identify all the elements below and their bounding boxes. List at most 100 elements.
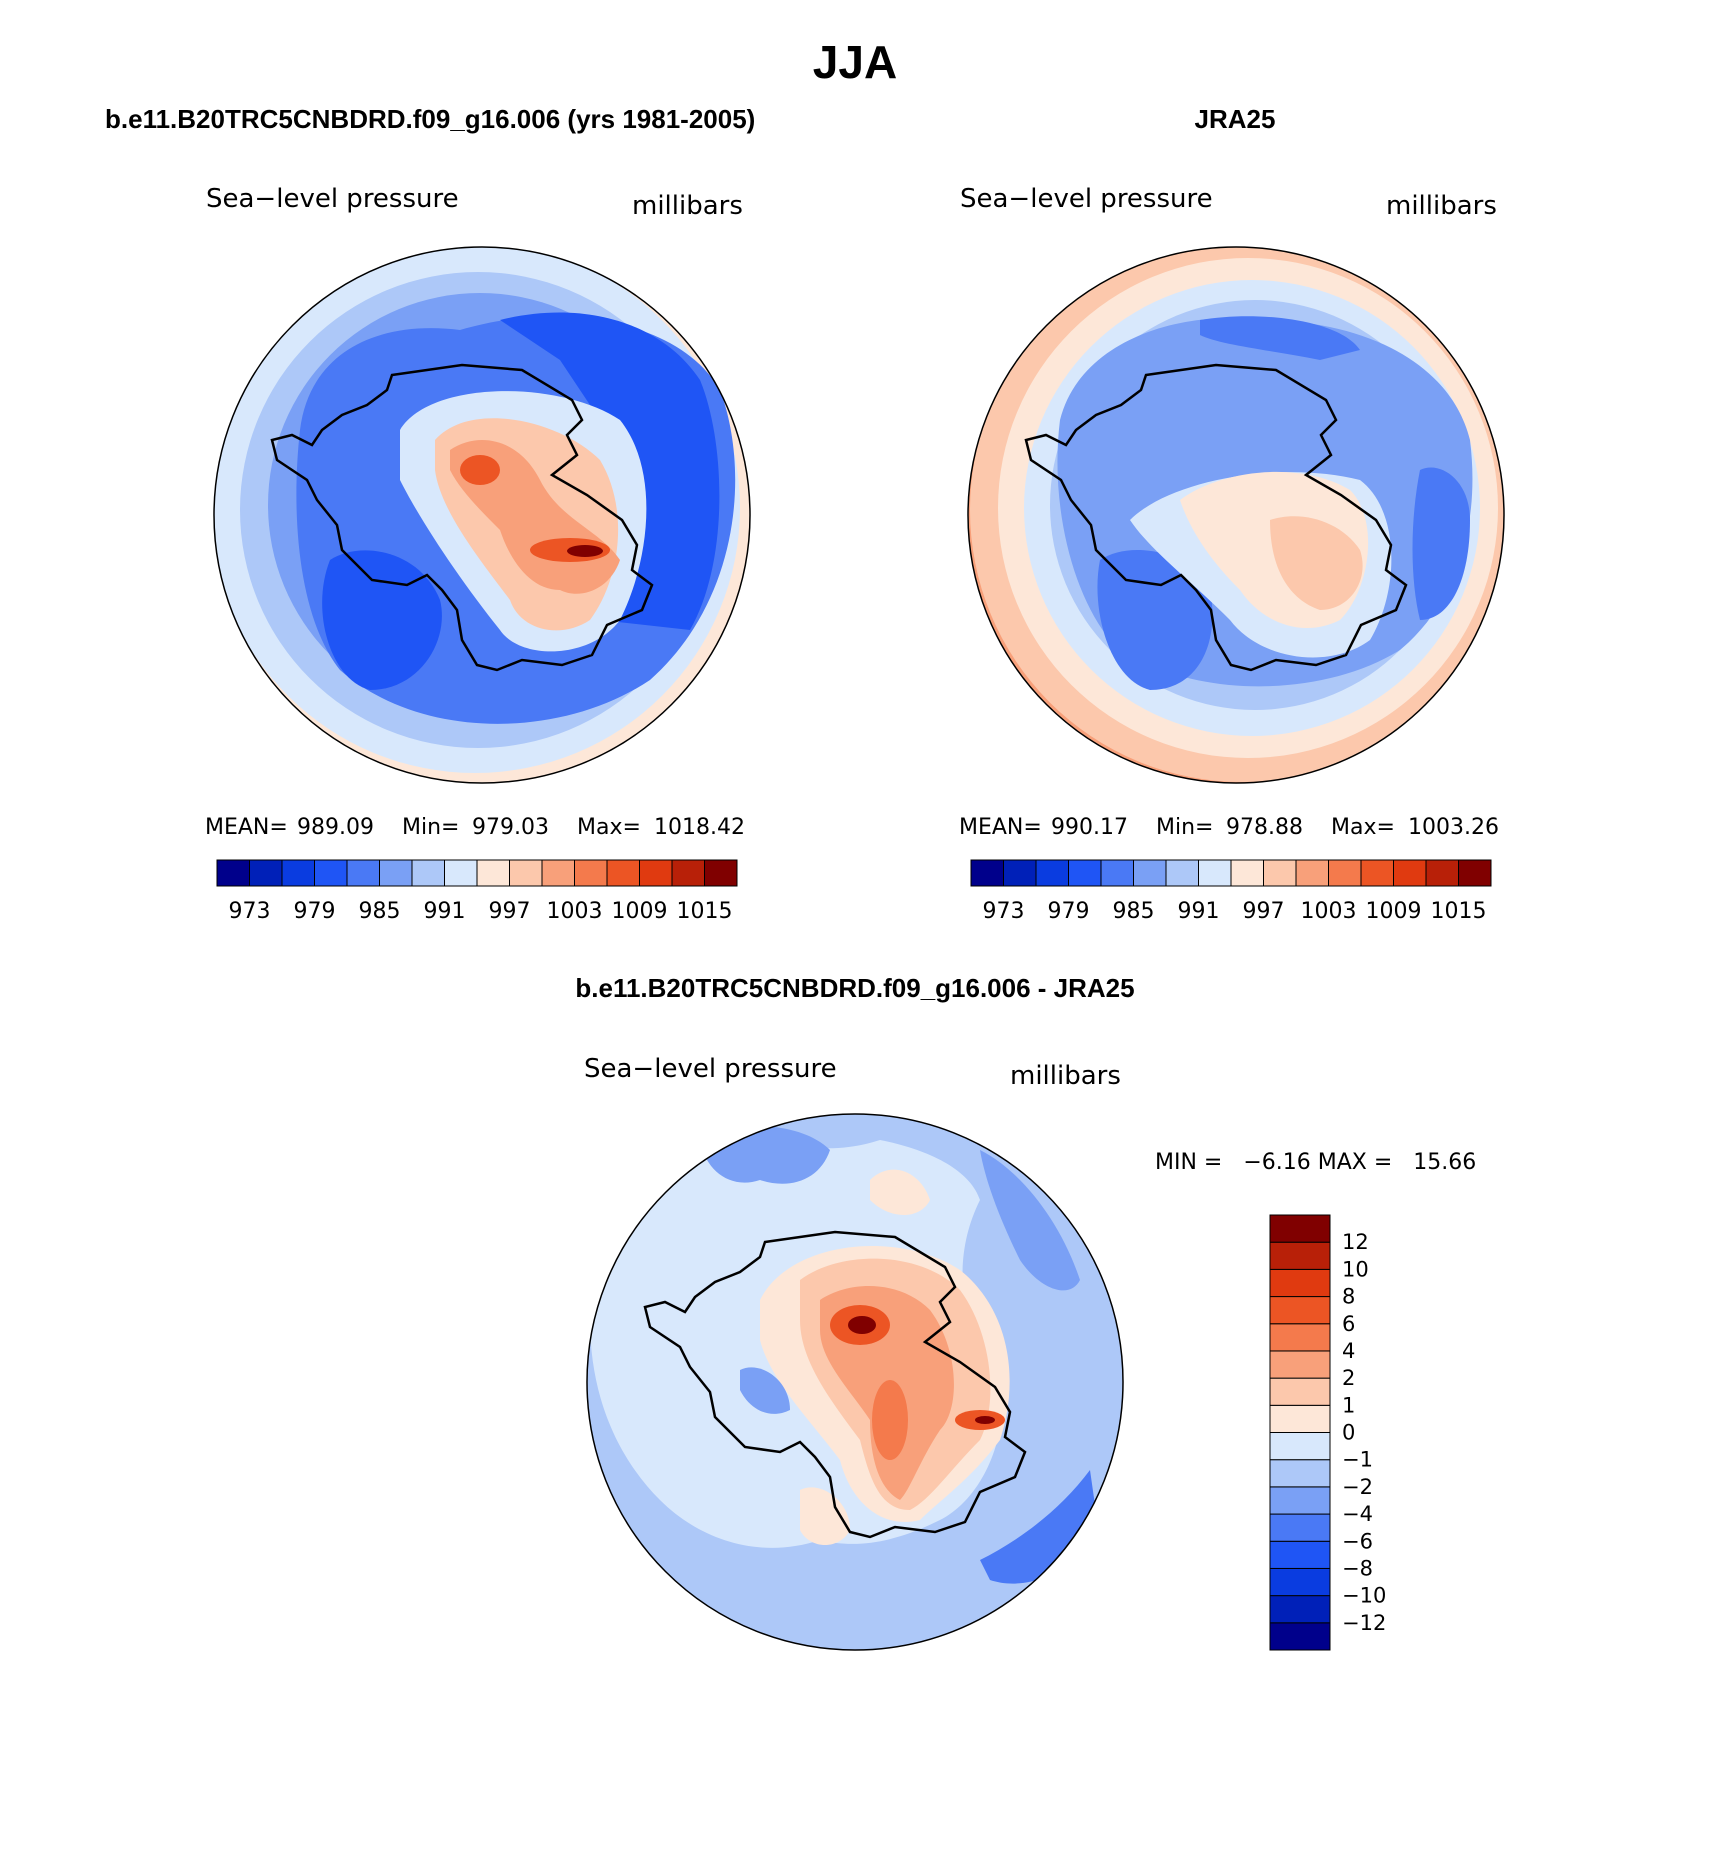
map-observation [967, 246, 1505, 784]
panel-obs-title: JRA25 [1195, 104, 1276, 134]
page-title: JJA [813, 36, 897, 88]
colorbar-swatch [1230, 859, 1264, 887]
colorbar-tick-label: 991 [424, 899, 466, 924]
colorbar-swatch [216, 859, 250, 887]
max-value: 1003.26 [1408, 815, 1499, 840]
colorbar-tick-label: −1 [1342, 1448, 1373, 1472]
colorbar-swatch [671, 859, 705, 887]
colorbar-swatch [346, 859, 380, 887]
mean-label: MEAN= [959, 815, 1042, 840]
panel-obs-variable: Sea−level pressure [960, 184, 1213, 214]
colorbar-tick-label: 1 [1342, 1393, 1355, 1417]
max-label: Max= [1331, 815, 1395, 840]
panel-diff-variable: Sea−level pressure [584, 1054, 837, 1084]
colorbar-tick-label: 6 [1342, 1312, 1355, 1336]
colorbar-tick-label: 997 [1243, 899, 1285, 924]
colorbar-tick-label: 0 [1342, 1421, 1355, 1445]
colorbar-swatch [314, 859, 348, 887]
colorbar-tick-label: 973 [983, 899, 1025, 924]
colorbar-swatch [281, 859, 315, 887]
colorbar-swatch [1068, 859, 1102, 887]
colorbar-swatch [1269, 1513, 1331, 1542]
colorbar-tick-label: 10 [1342, 1257, 1369, 1281]
panel-observation: JRA25 Sea−level pressure millibars [959, 104, 1505, 924]
panel-model: b.e11.B20TRC5CNBDRD.f09_g16.006 (yrs 198… [105, 104, 755, 924]
colorbar-swatch [1269, 1459, 1331, 1488]
min-label: Min= [1156, 815, 1213, 840]
panel-model-units: millibars [632, 191, 743, 221]
colorbar-tick-label: 997 [489, 899, 531, 924]
colorbar-swatch [1269, 1241, 1331, 1270]
panel-difference: b.e11.B20TRC5CNBDRD.f09_g16.006 - JRA25 … [575, 973, 1476, 1651]
colorbar-swatch [1269, 1214, 1331, 1243]
colorbar-swatch [970, 859, 1004, 887]
colorbar-tick-label: 12 [1342, 1230, 1369, 1254]
colorbar-swatch [1269, 1540, 1331, 1569]
colorbar-swatch [1003, 859, 1037, 887]
colorbar-tick-label: −8 [1342, 1556, 1373, 1580]
stats-model: MEAN= 989.09 Min= 979.03 Max= 1018.42 [205, 815, 745, 840]
colorbar-swatch [1360, 859, 1394, 887]
max-value: 1018.42 [654, 815, 745, 840]
map-difference [586, 1113, 1124, 1651]
colorbar-swatch [704, 859, 738, 887]
colorbar-tick-label: 4 [1342, 1339, 1355, 1363]
colorbar-swatch [1269, 1296, 1331, 1325]
colorbar-swatch [574, 859, 608, 887]
colorbar-swatch [541, 859, 575, 887]
panel-model-title: b.e11.B20TRC5CNBDRD.f09_g16.006 (yrs 198… [105, 104, 755, 134]
colorbar-tick-label: −2 [1342, 1475, 1373, 1499]
colorbar-tick-label: 1003 [1301, 899, 1357, 924]
panel-diff-minmax: MIN = −6.16 MAX = 15.66 [1155, 1150, 1476, 1175]
colorbar-tick-label: −12 [1342, 1611, 1386, 1635]
colorbar-swatch [1328, 859, 1362, 887]
colorbar-swatch [1198, 859, 1232, 887]
colorbar-tick-label: 1015 [1431, 899, 1487, 924]
min-value: 978.88 [1226, 815, 1303, 840]
colorbar-model: 973 979 985 991 997 1003 1009 1015 [216, 859, 738, 924]
colorbar-swatch [1269, 1486, 1331, 1515]
colorbar-tick-label: 985 [1113, 899, 1155, 924]
colorbar-swatch [1393, 859, 1427, 887]
colorbar-tick-label: 8 [1342, 1285, 1355, 1309]
mean-value: 989.09 [297, 815, 374, 840]
colorbar-tick-label: 991 [1178, 899, 1220, 924]
colorbar-swatch [1269, 1323, 1331, 1352]
min-label: Min= [402, 815, 459, 840]
colorbar-swatch [606, 859, 640, 887]
colorbar-swatch [1269, 1432, 1331, 1461]
colorbar-swatch [1165, 859, 1199, 887]
colorbar-swatch [1269, 1350, 1331, 1379]
mean-label: MEAN= [205, 815, 288, 840]
colorbar-tick-label: 1003 [547, 899, 603, 924]
panel-model-variable: Sea−level pressure [206, 184, 459, 214]
colorbar-swatch [1269, 1404, 1331, 1433]
colorbar-tick-label: −6 [1342, 1529, 1373, 1553]
colorbar-swatch [444, 859, 478, 887]
colorbar-swatch [1269, 1622, 1331, 1651]
panel-diff-title: b.e11.B20TRC5CNBDRD.f09_g16.006 - JRA25 [575, 973, 1134, 1003]
colorbar-tick-label: 2 [1342, 1366, 1355, 1390]
colorbar-swatch [509, 859, 543, 887]
colorbar-swatch [476, 859, 510, 887]
colorbar-tick-label: 1009 [1366, 899, 1422, 924]
colorbar-tick-label: −10 [1342, 1584, 1386, 1608]
colorbar-swatch [411, 859, 445, 887]
colorbar-swatch [1035, 859, 1069, 887]
colorbar-tick-label: −4 [1342, 1502, 1373, 1526]
colorbar-tick-label: 979 [294, 899, 336, 924]
colorbar-tick-label: 1015 [677, 899, 733, 924]
colorbar-swatch [1269, 1377, 1331, 1406]
colorbar-tick-label: 973 [229, 899, 271, 924]
colorbar-swatch [379, 859, 413, 887]
colorbar-tick-label: 979 [1048, 899, 1090, 924]
panel-diff-units: millibars [1010, 1061, 1121, 1091]
colorbar-swatch [1263, 859, 1297, 887]
colorbar-swatch [1269, 1567, 1331, 1597]
colorbar-swatch [1269, 1268, 1331, 1298]
colorbar-swatch [1100, 859, 1134, 887]
stats-observation: MEAN= 990.17 Min= 978.88 Max= 1003.26 [959, 815, 1499, 840]
colorbar-swatch [1425, 859, 1459, 887]
